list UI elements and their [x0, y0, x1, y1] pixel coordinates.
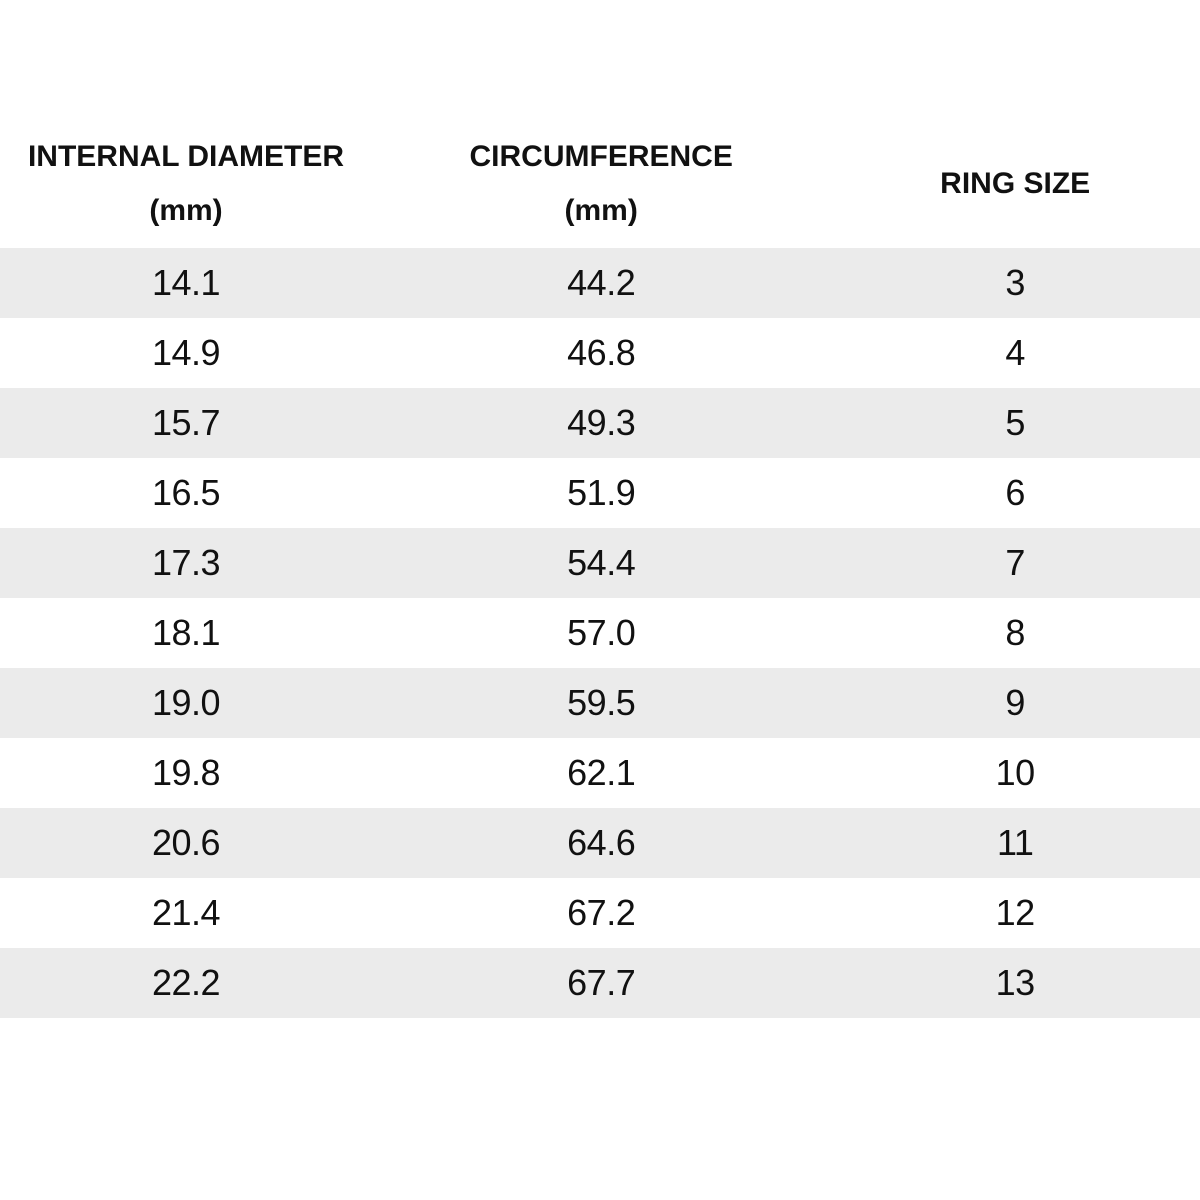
cell-circumference: 59.5 [567, 682, 636, 723]
table-body: 14.1 44.2 3 14.9 46.8 4 15.7 49.3 5 16.5… [0, 248, 1200, 1018]
column-header-title: INTERNAL DIAMETER [27, 140, 345, 173]
cell-internal-diameter: 15.7 [151, 402, 221, 443]
cell-ring-size: 3 [1005, 262, 1025, 303]
column-header-title: CIRCUMFERENCE [469, 140, 733, 173]
column-header-circumference: CIRCUMFERENCE (mm) [372, 142, 830, 226]
cell-circumference: 51.9 [567, 472, 636, 513]
cell-circumference: 46.8 [567, 332, 636, 373]
column-header-internal-diameter: INTERNAL DIAMETER (mm) [0, 142, 372, 226]
column-header-ring-size: RING SIZE [830, 142, 1200, 226]
table-row: 16.5 51.9 6 [0, 458, 1200, 528]
cell-internal-diameter: 20.6 [151, 822, 221, 863]
ring-size-table: INTERNAL DIAMETER (mm) CIRCUMFERENCE (mm… [0, 142, 1200, 1018]
cell-internal-diameter: 14.9 [151, 332, 221, 373]
cell-ring-size: 12 [995, 892, 1036, 933]
cell-internal-diameter: 22.2 [151, 962, 221, 1003]
cell-ring-size: 9 [1005, 682, 1025, 723]
table-row: 14.9 46.8 4 [0, 318, 1200, 388]
table-header-row: INTERNAL DIAMETER (mm) CIRCUMFERENCE (mm… [0, 142, 1200, 226]
cell-circumference: 49.3 [567, 402, 636, 443]
cell-circumference: 67.7 [567, 962, 636, 1003]
cell-circumference: 44.2 [567, 262, 636, 303]
column-header-title: RING SIZE [940, 167, 1091, 200]
table-row: 19.8 62.1 10 [0, 738, 1200, 808]
column-header-unit: (mm) [149, 194, 223, 227]
cell-ring-size: 13 [995, 962, 1036, 1003]
cell-ring-size: 4 [1005, 332, 1025, 373]
table-row: 21.4 67.2 12 [0, 878, 1200, 948]
cell-internal-diameter: 19.0 [151, 682, 221, 723]
cell-ring-size: 7 [1005, 542, 1025, 583]
table-row: 19.0 59.5 9 [0, 668, 1200, 738]
cell-ring-size: 6 [1005, 472, 1025, 513]
cell-ring-size: 5 [1005, 402, 1025, 443]
cell-ring-size: 11 [997, 822, 1034, 863]
table-row: 15.7 49.3 5 [0, 388, 1200, 458]
cell-ring-size: 10 [995, 752, 1036, 793]
cell-internal-diameter: 16.5 [151, 472, 221, 513]
cell-circumference: 62.1 [567, 752, 636, 793]
cell-internal-diameter: 14.1 [151, 262, 221, 303]
column-header-unit: (mm) [564, 194, 638, 227]
table-row: 18.1 57.0 8 [0, 598, 1200, 668]
table-row: 20.6 64.6 11 [0, 808, 1200, 878]
table-row: 14.1 44.2 3 [0, 248, 1200, 318]
cell-circumference: 54.4 [567, 542, 636, 583]
cell-circumference: 67.2 [567, 892, 636, 933]
table-row: 17.3 54.4 7 [0, 528, 1200, 598]
cell-circumference: 64.6 [567, 822, 636, 863]
cell-internal-diameter: 19.8 [151, 752, 221, 793]
cell-internal-diameter: 18.1 [151, 612, 221, 653]
cell-circumference: 57.0 [567, 612, 636, 653]
cell-ring-size: 8 [1005, 612, 1025, 653]
cell-internal-diameter: 17.3 [151, 542, 221, 583]
table-row: 22.2 67.7 13 [0, 948, 1200, 1018]
cell-internal-diameter: 21.4 [151, 892, 221, 933]
